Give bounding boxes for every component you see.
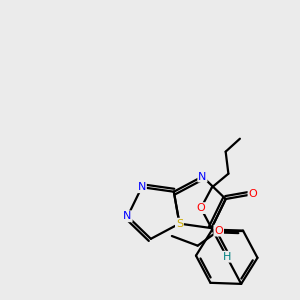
Text: N: N: [123, 211, 132, 221]
Text: N: N: [138, 182, 146, 192]
Text: O: O: [196, 203, 205, 213]
Text: O: O: [248, 189, 257, 199]
Text: S: S: [176, 219, 183, 229]
Text: H: H: [223, 252, 231, 262]
Text: N: N: [198, 172, 207, 182]
Text: O: O: [214, 226, 223, 236]
